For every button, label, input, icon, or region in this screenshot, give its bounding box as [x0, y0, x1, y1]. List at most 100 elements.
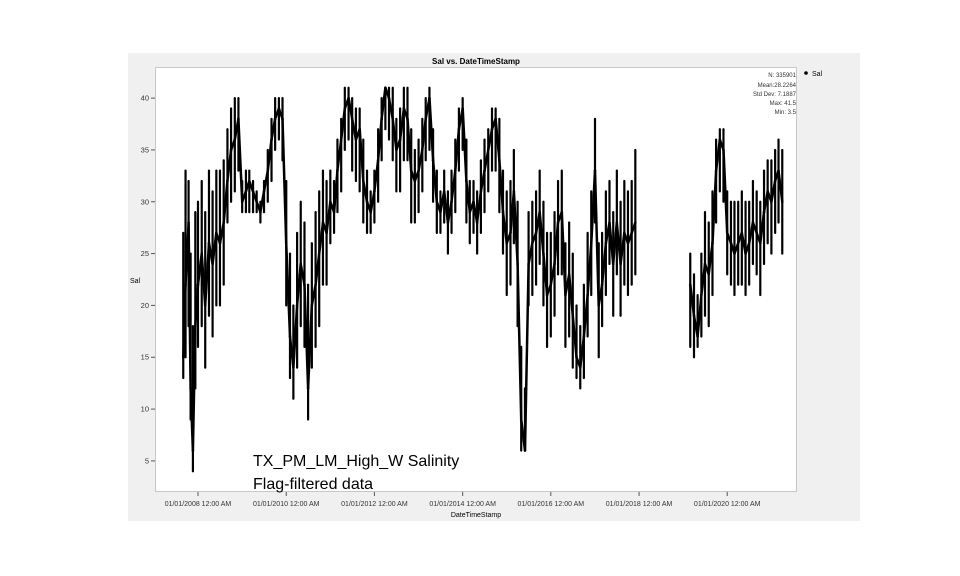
- sal-point: [498, 158, 501, 162]
- sal-point: [189, 387, 192, 390]
- sal-point: [262, 190, 266, 193]
- x-tick-label: 01/01/2008 12:00 AM: [165, 501, 232, 508]
- sal-point: [509, 231, 512, 235]
- sal-point: [475, 221, 479, 224]
- sal-point: [531, 241, 534, 245]
- sal-point: [780, 200, 784, 204]
- sal-point: [501, 210, 505, 214]
- sal-point: [435, 200, 439, 204]
- sal-point: [255, 200, 258, 204]
- sal-point: [549, 283, 553, 286]
- sal-point: [321, 221, 325, 224]
- sal-point: [597, 304, 601, 307]
- legend-label-sal: Sal: [812, 71, 823, 78]
- sal-point: [729, 241, 733, 245]
- sal-point: [288, 335, 292, 338]
- sal-point: [718, 138, 722, 141]
- sal-point: [634, 221, 637, 224]
- sal-point: [527, 262, 530, 266]
- sal-point: [545, 293, 549, 297]
- sal-point: [395, 148, 398, 152]
- sal-point: [431, 158, 435, 162]
- sal-point: [582, 335, 586, 338]
- sal-point: [281, 117, 284, 121]
- sal-point: [329, 200, 332, 204]
- legend: Sal: [804, 71, 823, 78]
- sal-point: [343, 107, 347, 110]
- sal-point: [354, 138, 358, 141]
- sal-point: [226, 179, 229, 183]
- sal-point: [259, 210, 262, 214]
- sal-point: [207, 241, 211, 245]
- sal-point: [421, 148, 424, 152]
- sal-point: [626, 241, 630, 245]
- sal-point: [523, 449, 527, 452]
- sal-point: [505, 241, 509, 245]
- sal-point: [512, 190, 516, 193]
- sal-point: [479, 190, 483, 193]
- stat-n: N: 335901: [768, 73, 796, 79]
- sal-point: [586, 293, 589, 297]
- sal-point: [306, 387, 310, 390]
- sal-point: [486, 148, 490, 152]
- sal-point: [325, 231, 328, 235]
- sal-point: [736, 241, 740, 245]
- y-tick-label: 40: [141, 94, 149, 103]
- sal-point: [519, 418, 523, 421]
- x-tick-label: 01/01/2016 12:00 AM: [518, 501, 585, 508]
- sal-point: [490, 127, 494, 131]
- sal-point: [457, 127, 461, 131]
- sal-point: [758, 241, 762, 245]
- sal-point: [365, 200, 369, 204]
- sal-point: [777, 169, 780, 172]
- sal-point: [740, 231, 744, 235]
- stats-box: N: 335901 Mean:28.2264 Std Dev: 7.1887 M…: [753, 73, 797, 116]
- sal-point: [251, 190, 255, 193]
- sal-point: [194, 324, 197, 328]
- y-tick-label: 20: [141, 301, 149, 310]
- sal-point: [384, 86, 387, 90]
- sal-point: [310, 304, 314, 307]
- sal-point: [303, 283, 306, 286]
- y-tick-label: 30: [141, 197, 149, 206]
- sal-point: [611, 262, 615, 266]
- y-axis-label: Sal: [130, 278, 141, 285]
- sal-point: [270, 138, 273, 141]
- y-axis: 5 10 15 20 25 30 35 40: [141, 94, 155, 465]
- sal-point: [184, 283, 187, 286]
- sal-point: [688, 283, 692, 286]
- sal-point: [380, 117, 383, 121]
- sal-point: [332, 210, 336, 214]
- sal-point: [560, 210, 564, 214]
- sal-point: [196, 283, 200, 286]
- sal-point: [733, 252, 736, 255]
- sal-point: [273, 117, 277, 121]
- sal-point: [589, 241, 593, 245]
- sal-point: [593, 169, 597, 172]
- legend-marker-sal: [804, 71, 808, 75]
- sal-point: [240, 200, 244, 204]
- sal-point: [339, 138, 343, 141]
- sal-point: [222, 221, 226, 224]
- sal-point: [608, 221, 611, 224]
- sal-point: [314, 283, 317, 286]
- sal-point: [700, 293, 703, 297]
- sal-point: [299, 262, 303, 266]
- sal-point: [376, 158, 380, 162]
- sal-point: [347, 96, 350, 100]
- sal-point: [417, 169, 420, 172]
- sal-point: [295, 304, 299, 307]
- sal-point: [703, 262, 707, 266]
- sal-point: [468, 210, 472, 214]
- sal-point: [413, 179, 417, 183]
- x-axis: 01/01/2008 12:00 AM 01/01/2010 12:00 AM 01…: [165, 492, 761, 508]
- sal-point: [369, 210, 372, 214]
- sal-point: [402, 107, 406, 110]
- sal-point: [615, 221, 619, 224]
- sal-point: [722, 148, 725, 152]
- sal-point: [266, 169, 270, 172]
- sal-point: [516, 262, 519, 266]
- sal-series-line: [182, 86, 784, 452]
- sal-point: [453, 169, 457, 172]
